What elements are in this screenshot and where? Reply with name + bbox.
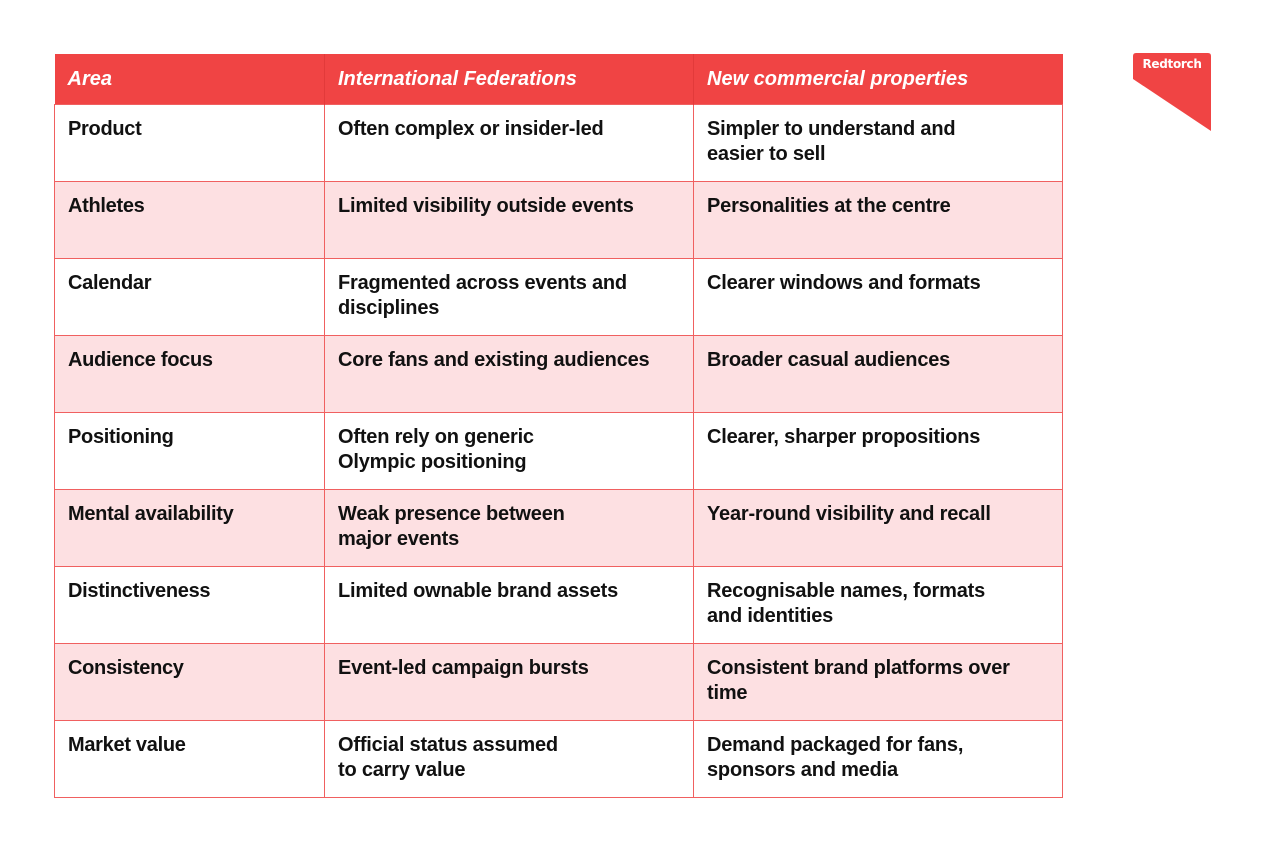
cell-federations: Core fans and existing audiences bbox=[324, 335, 694, 413]
table-row: Calendar Fragmented across events and di… bbox=[54, 258, 1063, 336]
cell-federations: Limited visibility outside events bbox=[324, 181, 694, 259]
cell-federations: Event-led campaign bursts bbox=[324, 643, 694, 721]
table-row: Distinctiveness Limited ownable brand as… bbox=[54, 566, 1063, 644]
table-header: Area International Federations New comme… bbox=[54, 54, 1063, 105]
cell-area: Market value bbox=[54, 720, 325, 798]
cell-commercial: Recognisable names, formats and identiti… bbox=[693, 566, 1063, 644]
cell-area: Audience focus bbox=[54, 335, 325, 413]
cell-area: Distinctiveness bbox=[54, 566, 325, 644]
cell-federations: Limited ownable brand assets bbox=[324, 566, 694, 644]
cell-commercial: Personalities at the centre bbox=[693, 181, 1063, 259]
cell-federations: Often rely on generic Olympic positionin… bbox=[324, 412, 694, 490]
cell-federations: Often complex or insider-led bbox=[324, 104, 694, 182]
cell-federations: Official status assumed to carry value bbox=[324, 720, 694, 798]
cell-area: Positioning bbox=[54, 412, 325, 490]
cell-commercial: Broader casual audiences bbox=[693, 335, 1063, 413]
header-row: Area International Federations New comme… bbox=[54, 54, 1063, 105]
comparison-table-container: Area International Federations New comme… bbox=[54, 54, 1063, 798]
table-row: Positioning Often rely on generic Olympi… bbox=[54, 412, 1063, 490]
header-new-commercial-properties: New commercial properties bbox=[693, 54, 1063, 105]
cell-commercial: Demand packaged for fans, sponsors and m… bbox=[693, 720, 1063, 798]
table-row: Audience focus Core fans and existing au… bbox=[54, 335, 1063, 413]
table-row: Product Often complex or insider-led Sim… bbox=[54, 104, 1063, 182]
cell-commercial: Clearer windows and formats bbox=[693, 258, 1063, 336]
table-row: Athletes Limited visibility outside even… bbox=[54, 181, 1063, 259]
cell-area: Athletes bbox=[54, 181, 325, 259]
cell-area: Consistency bbox=[54, 643, 325, 721]
cell-commercial: Clearer, sharper propositions bbox=[693, 412, 1063, 490]
logo-shape bbox=[1133, 53, 1211, 131]
cell-commercial: Year-round visibility and recall bbox=[693, 489, 1063, 567]
table-row: Market value Official status assumed to … bbox=[54, 720, 1063, 798]
table-body: Product Often complex or insider-led Sim… bbox=[54, 104, 1063, 798]
comparison-table: Area International Federations New comme… bbox=[54, 54, 1063, 798]
header-international-federations: International Federations bbox=[324, 54, 694, 105]
redtorch-logo: Redtorch bbox=[1133, 53, 1211, 131]
cell-area: Mental availability bbox=[54, 489, 325, 567]
cell-area: Calendar bbox=[54, 258, 325, 336]
cell-area: Product bbox=[54, 104, 325, 182]
table-row: Mental availability Weak presence betwee… bbox=[54, 489, 1063, 567]
header-area: Area bbox=[54, 54, 325, 105]
cell-commercial: Simpler to understand and easier to sell bbox=[693, 104, 1063, 182]
cell-federations: Weak presence between major events bbox=[324, 489, 694, 567]
cell-federations: Fragmented across events and disciplines bbox=[324, 258, 694, 336]
cell-commercial: Consistent brand platforms over time bbox=[693, 643, 1063, 721]
logo-text: Redtorch bbox=[1142, 57, 1202, 71]
table-row: Consistency Event-led campaign bursts Co… bbox=[54, 643, 1063, 721]
